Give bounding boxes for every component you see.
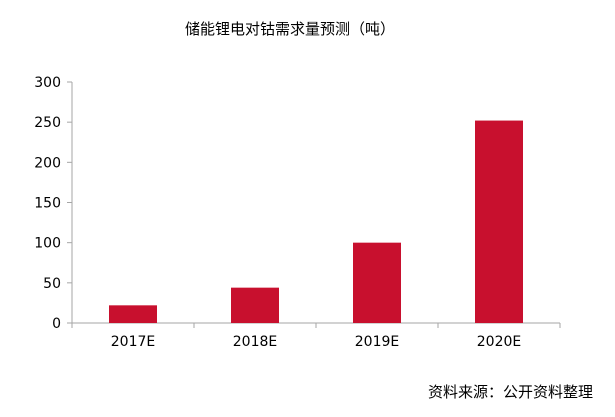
x-tick-label: 2020E xyxy=(477,334,521,350)
y-tick-label: 0 xyxy=(52,316,61,332)
chart-title: 储能锂电对钴需求量预测（吨） xyxy=(184,20,395,38)
bar-2017E xyxy=(109,305,157,323)
bar-2019E xyxy=(353,242,401,323)
x-tick-label: 2019E xyxy=(355,334,399,350)
y-tick-label: 300 xyxy=(34,75,61,91)
source-note: 资料来源：公开资料整理 xyxy=(427,383,593,401)
bar-2020E xyxy=(475,120,523,323)
x-axis: 2017E 2018E 2019E 2020E xyxy=(71,322,561,350)
bar-2018E xyxy=(231,287,279,323)
y-tick-label: 250 xyxy=(34,115,61,131)
y-tick-label: 150 xyxy=(34,196,61,212)
bars xyxy=(109,120,523,323)
y-tick-label: 100 xyxy=(34,236,61,252)
x-tick-label: 2018E xyxy=(233,334,277,350)
y-tick-label: 200 xyxy=(34,155,61,171)
y-axis: 0 50 100 150 200 250 300 xyxy=(34,75,73,332)
y-tick-label: 50 xyxy=(43,276,61,292)
x-tick-label: 2017E xyxy=(111,334,155,350)
